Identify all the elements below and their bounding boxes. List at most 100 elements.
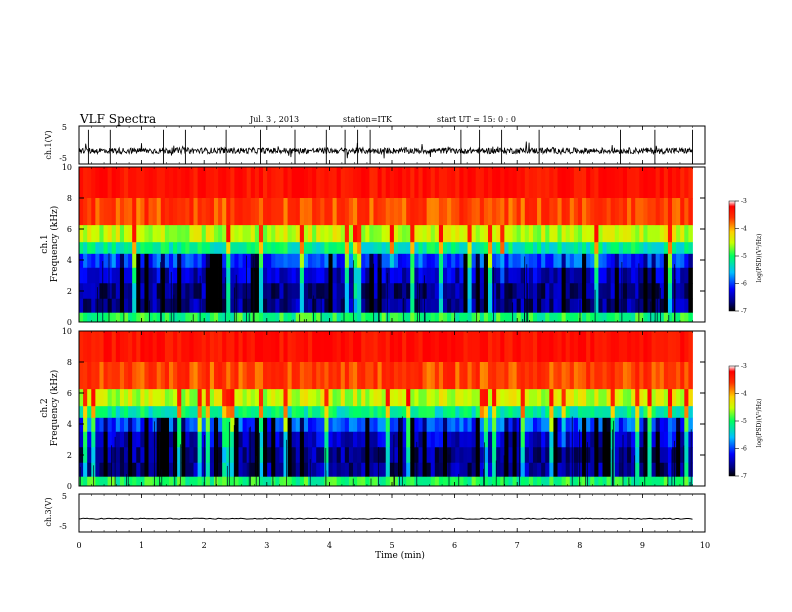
spectrogram-cell [299,283,305,300]
spectrogram-cell [173,389,178,407]
spectrogram-cell [193,476,199,487]
spectrogram-cell [95,417,100,433]
x-tick-label: 8 [577,541,582,550]
spectrogram-cell [148,283,154,300]
spectrogram-cell [672,331,677,363]
spectrogram-cell [193,462,199,478]
spectrogram-cell [181,362,186,390]
spectrogram-cell [496,389,501,407]
spectrogram-cell [667,312,673,323]
spectrogram-cell [271,167,276,199]
spectrogram-cell [631,312,636,323]
spectrogram-cell [246,198,252,226]
spectrogram-cell [95,331,100,363]
spectrogram-cell [377,198,383,226]
spectrogram-cell [557,389,562,407]
spectrogram-cell [148,225,154,243]
spectrogram-cell [168,225,174,243]
spectrogram-cell [373,431,378,448]
spectrogram-cell [471,476,477,487]
spectrogram-cell [361,476,366,487]
spectrogram-cell [222,298,227,314]
spectrogram-cell [496,417,501,433]
spectrogram-cell [295,225,301,243]
spectrogram-cell [91,406,96,419]
spectrogram-cell [532,242,538,255]
spectrogram-cell [197,476,203,487]
spectrogram-cell [430,242,436,255]
spectrogram-cell [299,462,305,478]
spectrogram-cell [242,198,248,226]
spectrogram-cell [279,476,284,487]
spectrogram-cell [353,225,358,243]
spectrogram-cell [688,167,693,199]
spectrogram-cell [246,283,252,300]
spectrogram-cell [361,447,366,464]
spectrogram-cell [234,476,239,487]
spectrogram-cell [541,417,546,433]
spectrogram-cell [193,253,199,269]
spectrogram-cell [152,267,158,284]
spectrogram-cell [426,242,432,255]
spectrogram-cell [385,283,391,300]
spectrogram-cell [287,312,293,323]
spectrogram-cell [267,312,272,323]
spectrogram-cell [357,331,362,363]
spectrogram-cell [230,462,235,478]
spectrogram-cell [242,447,248,464]
spectrogram-cell [455,431,460,448]
spectrogram-cell [434,253,440,269]
spectrogram-cell [553,225,558,243]
spectrogram-cell [393,167,399,199]
spectrogram-cell [242,362,248,390]
spectrogram-cell [185,267,190,284]
spectrogram-cell [577,167,583,199]
spectrogram-cell [164,476,170,487]
spectrogram-cell [549,267,554,284]
spectrogram-cell [173,198,178,226]
spectrogram-cell [528,331,534,363]
spectrogram-cell [426,253,432,269]
spectrogram-cell [471,253,477,269]
spectrogram-cell [242,431,248,448]
spectrogram-cell [639,253,644,269]
spectrogram-cell [602,431,607,448]
spectrogram-cell [99,462,104,478]
spectrogram-cell [95,447,100,464]
spectrogram-cell [132,283,137,300]
spectrogram-cell [91,298,96,314]
spectrogram-cell [467,447,473,464]
spectrogram-cell [426,225,432,243]
spectrogram-cell [606,389,612,407]
spectrogram-cell [209,476,215,487]
spectrogram-cell [328,417,333,433]
spectrogram-cell [455,167,460,199]
spectrogram-cell [667,298,673,314]
spectrogram-cell [226,389,231,407]
spectrogram-cell [557,431,562,448]
spectrogram-cell [406,312,411,323]
spectrogram-cell [582,431,587,448]
spectrogram-cell [483,267,489,284]
spectrogram-cell [312,225,317,243]
spectrogram-cell [508,462,513,478]
spectrogram-cell [107,389,113,407]
spectrogram-cell [459,417,464,433]
spectrogram-cell [230,298,235,314]
spectrogram-cell [173,312,178,323]
spectrogram-cell [483,362,489,390]
spectrogram-cell [234,462,239,478]
spectrogram-cell [565,312,571,323]
spectrogram-cell [377,167,383,199]
spectrogram-cell [271,242,276,255]
spectrogram-cell [532,253,538,269]
spectrogram-cell [504,362,509,390]
spectrogram-cell [545,389,550,407]
spectrogram-cell [651,283,657,300]
spectrogram-cell [524,198,530,226]
spectrogram-cell [132,417,137,433]
spectrogram-cell [136,417,141,433]
spectrogram-cell [328,476,333,487]
spectrogram-cell [193,406,199,419]
